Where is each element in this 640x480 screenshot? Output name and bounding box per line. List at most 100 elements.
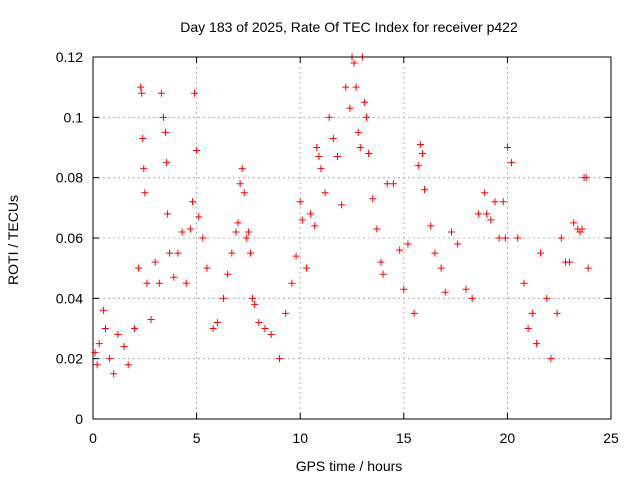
data-point	[396, 246, 404, 254]
data-point	[352, 83, 360, 91]
x-axis-label: GPS time / hours	[296, 458, 403, 474]
data-point	[203, 264, 211, 272]
data-point	[195, 213, 203, 221]
data-point	[553, 309, 561, 317]
data-point	[240, 189, 248, 197]
data-point	[454, 240, 462, 248]
data-point	[174, 249, 182, 257]
data-point	[447, 228, 455, 236]
data-point	[255, 318, 263, 326]
data-point	[261, 325, 269, 332]
data-point	[543, 294, 551, 302]
data-point	[431, 249, 439, 257]
data-point	[106, 355, 114, 363]
data-point	[124, 361, 132, 369]
data-point	[379, 270, 387, 278]
data-point	[414, 162, 422, 170]
y-tick-label: 0.08	[56, 170, 83, 186]
data-point	[350, 59, 358, 67]
data-point	[137, 83, 145, 91]
data-point	[503, 144, 511, 151]
data-point	[383, 180, 391, 188]
data-point	[418, 150, 426, 158]
data-point	[101, 325, 109, 332]
data-point	[199, 234, 207, 242]
data-point	[487, 216, 495, 224]
data-point	[325, 113, 333, 121]
data-point	[547, 355, 555, 363]
y-tick-label: 0.04	[56, 290, 83, 306]
data-point	[213, 318, 221, 326]
data-point	[114, 331, 122, 339]
data-point	[321, 189, 329, 197]
data-point	[170, 273, 178, 281]
data-point	[182, 279, 190, 287]
data-point	[232, 228, 240, 236]
data-point	[582, 174, 590, 182]
data-point	[356, 144, 364, 151]
data-point	[135, 264, 143, 272]
y-tick-label: 0.02	[56, 351, 83, 367]
data-point	[162, 128, 170, 136]
data-point	[138, 89, 146, 97]
data-point	[282, 309, 290, 317]
data-point	[209, 325, 217, 332]
data-point	[139, 134, 147, 142]
data-point	[474, 210, 482, 218]
data-point	[93, 361, 101, 369]
data-point	[404, 240, 412, 248]
data-point	[532, 340, 540, 348]
x-tick-label: 10	[292, 430, 308, 446]
data-point	[389, 180, 397, 188]
data-point	[570, 219, 578, 227]
data-point	[520, 279, 528, 287]
data-point	[365, 150, 373, 158]
data-point	[267, 331, 275, 339]
data-point	[360, 98, 368, 106]
y-axis-label: ROTI / TECUs	[5, 195, 21, 285]
x-tick-label: 25	[603, 430, 619, 446]
data-point	[333, 153, 341, 161]
data-point	[157, 89, 165, 97]
data-point	[528, 309, 536, 317]
data-point	[369, 195, 377, 203]
chart-title: Day 183 of 2025, Rate Of TEC Index for r…	[180, 19, 518, 35]
data-point	[566, 258, 574, 266]
data-point	[363, 113, 371, 121]
data-point	[307, 210, 315, 218]
data-point	[298, 216, 306, 224]
data-point	[584, 264, 592, 272]
y-tick-label: 0.12	[56, 49, 83, 65]
data-point	[578, 225, 586, 233]
data-point	[462, 285, 470, 293]
data-point	[400, 285, 408, 293]
data-point	[164, 210, 172, 218]
data-point	[437, 264, 445, 272]
x-tick-label: 5	[193, 430, 201, 446]
data-point	[193, 147, 201, 155]
data-point	[302, 264, 310, 272]
data-point	[95, 340, 103, 348]
data-point	[410, 309, 418, 317]
data-point	[377, 258, 385, 266]
data-point	[236, 180, 244, 188]
grid-lines	[93, 57, 611, 419]
data-point	[191, 89, 199, 97]
data-point	[140, 165, 148, 173]
data-point	[220, 294, 228, 302]
data-point	[292, 252, 300, 260]
data-point	[155, 279, 163, 287]
data-point	[373, 225, 381, 233]
data-points	[91, 53, 592, 378]
data-point	[315, 153, 323, 161]
data-point	[483, 210, 491, 218]
data-point	[166, 249, 174, 257]
data-point	[441, 288, 449, 296]
data-point	[244, 228, 252, 236]
data-point	[342, 83, 350, 91]
data-point	[346, 104, 354, 112]
data-point	[234, 219, 242, 227]
data-point	[159, 113, 167, 121]
data-point	[228, 249, 236, 257]
